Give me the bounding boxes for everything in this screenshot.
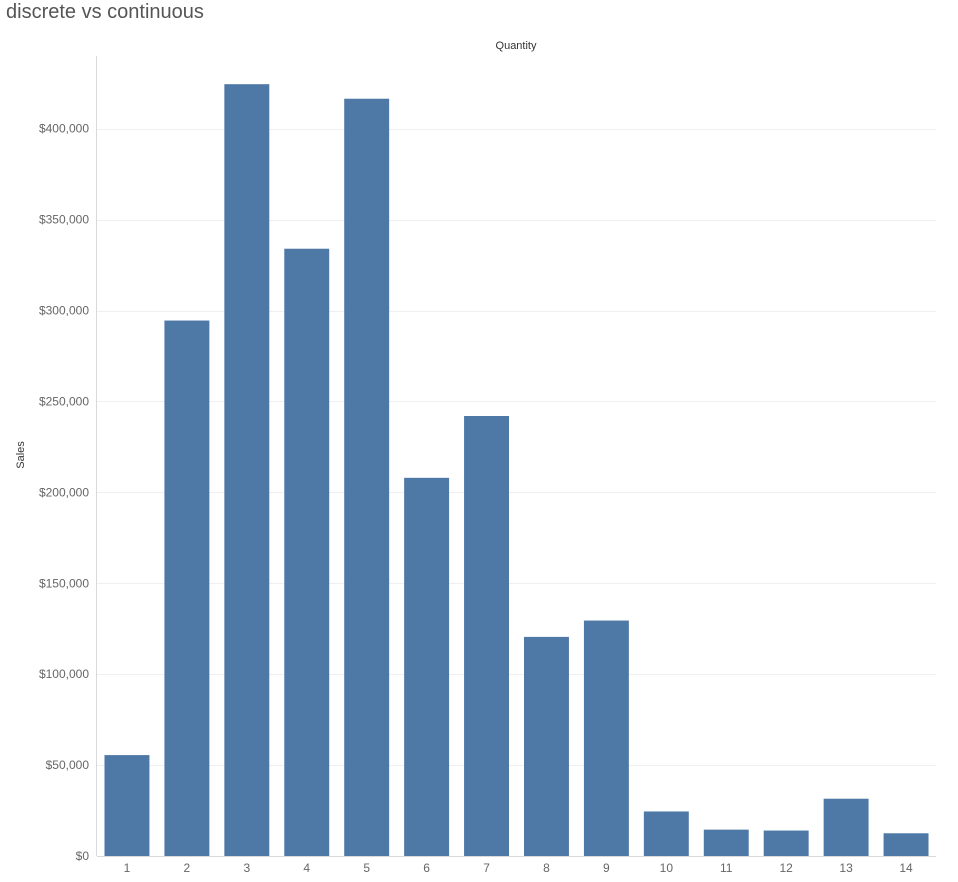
bar-quantity-8[interactable] bbox=[523, 636, 569, 856]
bar-quantity-3[interactable] bbox=[224, 84, 270, 856]
y-tick-label: $300,000 bbox=[39, 304, 89, 318]
x-axis-ticks: 1 2 3 4 5 6 7 8 9 10 11 12 13 14 bbox=[124, 861, 913, 875]
y-tick-label: $50,000 bbox=[46, 758, 90, 772]
y-tick-label: $200,000 bbox=[39, 485, 89, 499]
y-tick-label: $150,000 bbox=[39, 576, 89, 590]
bar-quantity-10[interactable] bbox=[643, 811, 689, 856]
bar-quantity-7[interactable] bbox=[464, 416, 510, 856]
bar-quantity-5[interactable] bbox=[344, 98, 390, 856]
x-tick-label: 10 bbox=[660, 861, 674, 875]
bar-quantity-14[interactable] bbox=[883, 833, 929, 856]
x-tick-label: 11 bbox=[720, 861, 733, 875]
y-tick-label: $400,000 bbox=[39, 122, 89, 136]
bar-quantity-4[interactable] bbox=[284, 248, 330, 856]
y-tick-label: $350,000 bbox=[39, 213, 89, 227]
x-tick-label: 9 bbox=[603, 861, 610, 875]
y-axis-title: Sales bbox=[15, 441, 27, 469]
bar-quantity-9[interactable] bbox=[583, 620, 629, 856]
x-tick-label: 5 bbox=[363, 861, 370, 875]
bar-quantity-2[interactable] bbox=[164, 320, 210, 857]
axes bbox=[96, 56, 936, 857]
x-tick-label: 13 bbox=[839, 861, 853, 875]
gridlines bbox=[97, 129, 936, 766]
x-tick-label: 3 bbox=[243, 861, 250, 875]
x-tick-label: 2 bbox=[184, 861, 191, 875]
chart-title: discrete vs continuous bbox=[6, 1, 204, 23]
bar-quantity-11[interactable] bbox=[703, 829, 749, 856]
bars bbox=[104, 84, 929, 857]
y-tick-label: $0 bbox=[76, 849, 90, 863]
bar-quantity-13[interactable] bbox=[823, 798, 869, 856]
bar-quantity-1[interactable] bbox=[104, 755, 150, 856]
x-axis-title: Quantity bbox=[496, 40, 537, 52]
x-tick-label: 12 bbox=[779, 861, 793, 875]
bar-quantity-12[interactable] bbox=[763, 830, 809, 856]
x-tick-label: 1 bbox=[124, 861, 131, 875]
x-tick-label: 14 bbox=[899, 861, 913, 875]
bar-quantity-6[interactable] bbox=[404, 477, 450, 856]
x-tick-label: 6 bbox=[423, 861, 430, 875]
x-tick-label: 4 bbox=[303, 861, 310, 875]
y-tick-label: $250,000 bbox=[39, 394, 89, 408]
y-axis-ticks: $0 $50,000 $100,000 $150,000 $200,000 $250,00… bbox=[39, 122, 89, 863]
y-tick-label: $100,000 bbox=[39, 667, 89, 681]
x-tick-label: 7 bbox=[483, 861, 490, 875]
x-tick-label: 8 bbox=[543, 861, 550, 875]
